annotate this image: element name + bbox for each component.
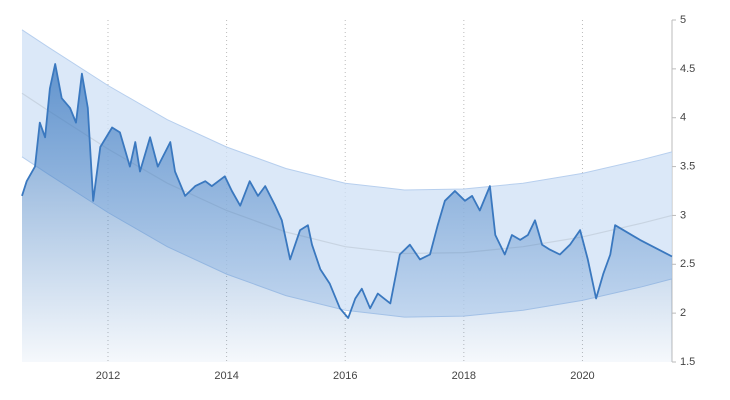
y-tick-label: 5 bbox=[680, 14, 686, 26]
area bbox=[22, 64, 672, 362]
line bbox=[21, 63, 673, 319]
x-tick-label: 2016 bbox=[333, 370, 357, 382]
x-tick-label: 2012 bbox=[96, 370, 120, 382]
y-tick-label: 2.5 bbox=[680, 258, 695, 270]
y-tick-label: 4 bbox=[680, 112, 686, 124]
band-upper bbox=[21, 29, 673, 191]
x-tick-label: 2020 bbox=[570, 370, 594, 382]
x-tick-label: 2018 bbox=[452, 370, 476, 382]
y-tick-label: 1.5 bbox=[680, 356, 695, 368]
y-tick-label: 3.5 bbox=[680, 160, 695, 172]
x-tick-label: 2014 bbox=[214, 370, 238, 382]
y-tick-label: 4.5 bbox=[680, 63, 695, 75]
y-tick-label: 2 bbox=[680, 307, 686, 319]
y-tick-label: 3 bbox=[680, 209, 686, 221]
